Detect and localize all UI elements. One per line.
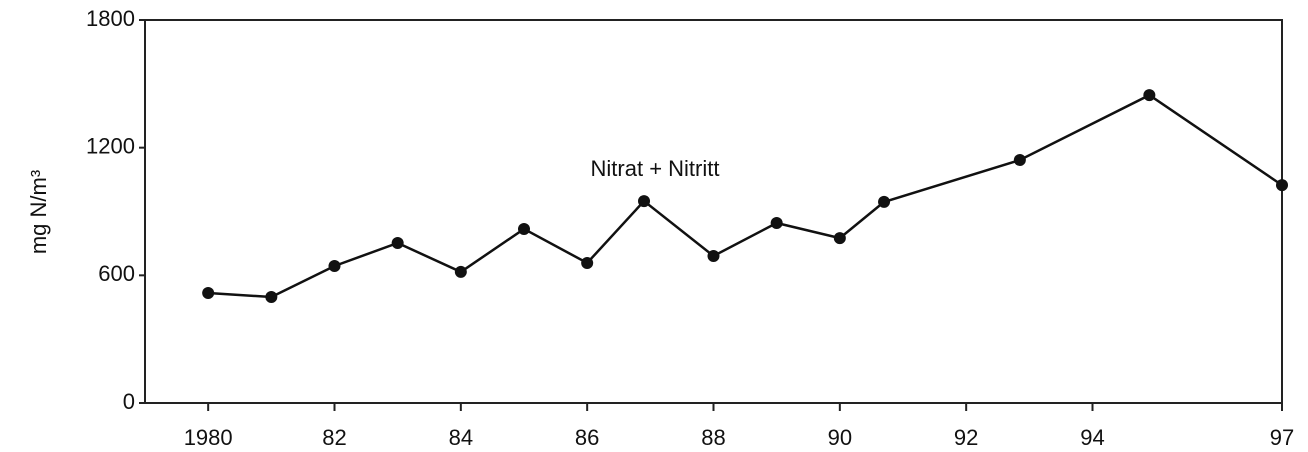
x-tick-label: 88 (701, 425, 725, 450)
y-tick-label: 600 (98, 261, 135, 286)
series-line (208, 93, 1283, 299)
x-tick-label: 92 (954, 425, 978, 450)
x-tick-label: 90 (828, 425, 852, 450)
y-axis-label: mg N/m³ (26, 170, 51, 254)
x-tick-label: 94 (1080, 425, 1104, 450)
x-tick-label: 82 (322, 425, 346, 450)
y-tick-label: 1800 (86, 6, 135, 31)
x-tick-label: 97 (1270, 425, 1294, 450)
data-point (707, 249, 720, 262)
plot-frame (144, 19, 1283, 404)
data-point (581, 256, 594, 269)
x-tick-label: 86 (575, 425, 599, 450)
data-point (391, 236, 404, 249)
data-point (202, 286, 215, 299)
data-point (518, 222, 530, 235)
x-tick-label: 1980 (184, 425, 233, 450)
data-point (1013, 154, 1026, 167)
data-point (328, 259, 341, 272)
y-tick-label: 0 (123, 389, 135, 414)
data-point (770, 216, 783, 229)
data-point (1276, 179, 1288, 192)
data-point (878, 195, 891, 208)
data-point (265, 291, 278, 304)
data-point (638, 195, 651, 208)
annotation: Nitrat + Nitritt (591, 156, 720, 181)
data-point (833, 232, 846, 245)
x-tick-label: 84 (449, 425, 473, 450)
data-point (1143, 89, 1156, 102)
data-point (454, 265, 467, 278)
y-tick-label: 1200 (86, 133, 135, 158)
